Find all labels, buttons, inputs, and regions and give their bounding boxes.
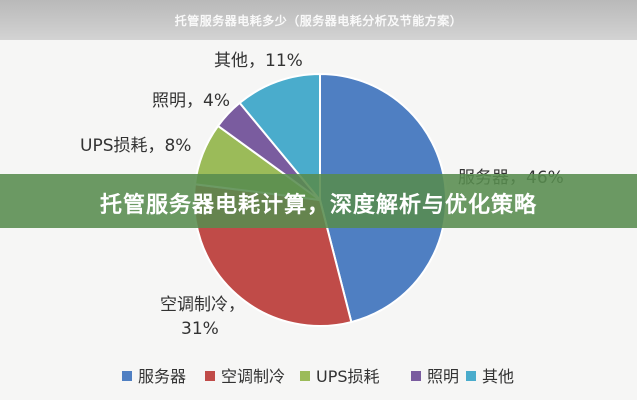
- slice-label-others: 其他，11%: [214, 51, 303, 71]
- legend-label-server: 服务器: [138, 367, 186, 386]
- legend-label-cooling: 空调制冷: [221, 367, 285, 386]
- top-banner: 托管服务器电耗多少（服务器电耗分析及节能方案）: [0, 0, 637, 40]
- pie-slice-others: [238, 72, 321, 203]
- legend-swatch-lighting: [411, 371, 421, 381]
- legend-label-others: 其他: [482, 367, 514, 386]
- legend-label-ups: UPS损耗: [316, 367, 380, 386]
- overlay-title: 托管服务器电耗计算，深度解析与优化策略: [99, 193, 537, 218]
- legend-swatch-server: [122, 371, 132, 381]
- slice-label-cooling-line1: 空调制冷，: [160, 295, 245, 315]
- chart-legend: 服务器 空调制冷 UPS损耗 照明 其他: [122, 367, 514, 386]
- slice-label-cooling-line2: 31%: [181, 319, 219, 339]
- legend-swatch-others: [466, 371, 476, 381]
- slice-label-ups: UPS损耗，8%: [80, 136, 191, 156]
- top-banner-text: 托管服务器电耗多少（服务器电耗分析及节能方案）: [174, 14, 463, 28]
- title-overlay-band: [0, 174, 637, 228]
- slice-label-lighting: 照明，4%: [152, 91, 230, 111]
- legend-label-lighting: 照明: [427, 367, 459, 386]
- legend-swatch-cooling: [205, 371, 215, 381]
- legend-swatch-ups: [300, 371, 310, 381]
